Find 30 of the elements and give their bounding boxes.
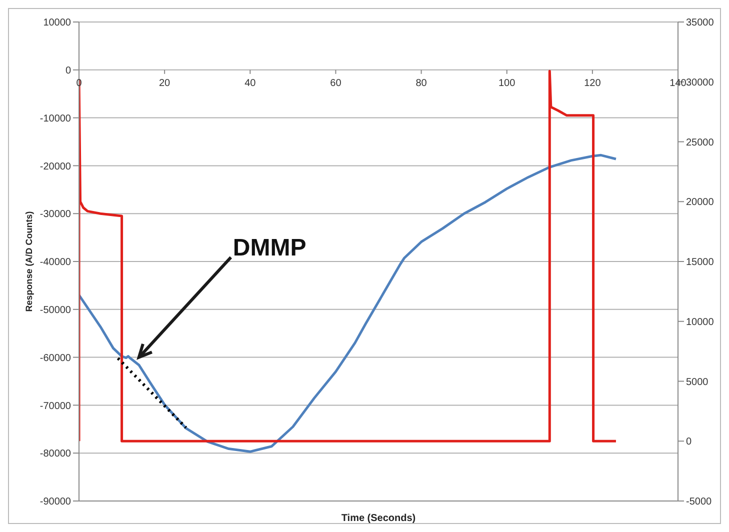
line-series [79, 154, 618, 453]
y-tick-label: -90000 [40, 496, 72, 508]
x-tick-label: 100 [498, 78, 516, 89]
y2-tick-label: 35000 [686, 18, 714, 29]
y-tick-label: 0 [65, 65, 72, 76]
y2-tick-label: 25000 [686, 137, 714, 148]
y-tick-label: -70000 [40, 400, 72, 412]
y2-tick-label: 10000 [686, 316, 714, 328]
annotation: DMMP [232, 234, 306, 262]
y-tick-label: -40000 [40, 257, 72, 268]
y-tick-label: -50000 [40, 304, 72, 316]
x-tick-label: 120 [584, 78, 602, 89]
x-tick-label: 80 [416, 78, 428, 89]
y2-tick-label: 15000 [686, 257, 714, 268]
y-tick-label: 10000 [43, 18, 72, 29]
y-tick-label: -60000 [40, 352, 72, 364]
y-axis-title: Response (A/D Counts) [24, 211, 34, 312]
y2-tick-label: -5000 [686, 496, 712, 508]
y2-tick-label: 20000 [686, 197, 714, 208]
y2-tick-label: 5000 [686, 376, 709, 388]
y2-tick-label: 0 [686, 436, 692, 448]
x-tick-label: 60 [330, 78, 342, 89]
y-tick-label: -20000 [40, 161, 72, 172]
y-tick-label: -10000 [40, 113, 72, 124]
y-tick-label: -30000 [40, 209, 72, 220]
x-tick-label: 40 [244, 78, 256, 89]
x-axis-title: Time (Seconds) [341, 513, 416, 524]
y-tick-label: -80000 [40, 448, 72, 460]
x-tick-label: 20 [159, 78, 171, 89]
y2-tick-label: 30000 [686, 77, 714, 88]
